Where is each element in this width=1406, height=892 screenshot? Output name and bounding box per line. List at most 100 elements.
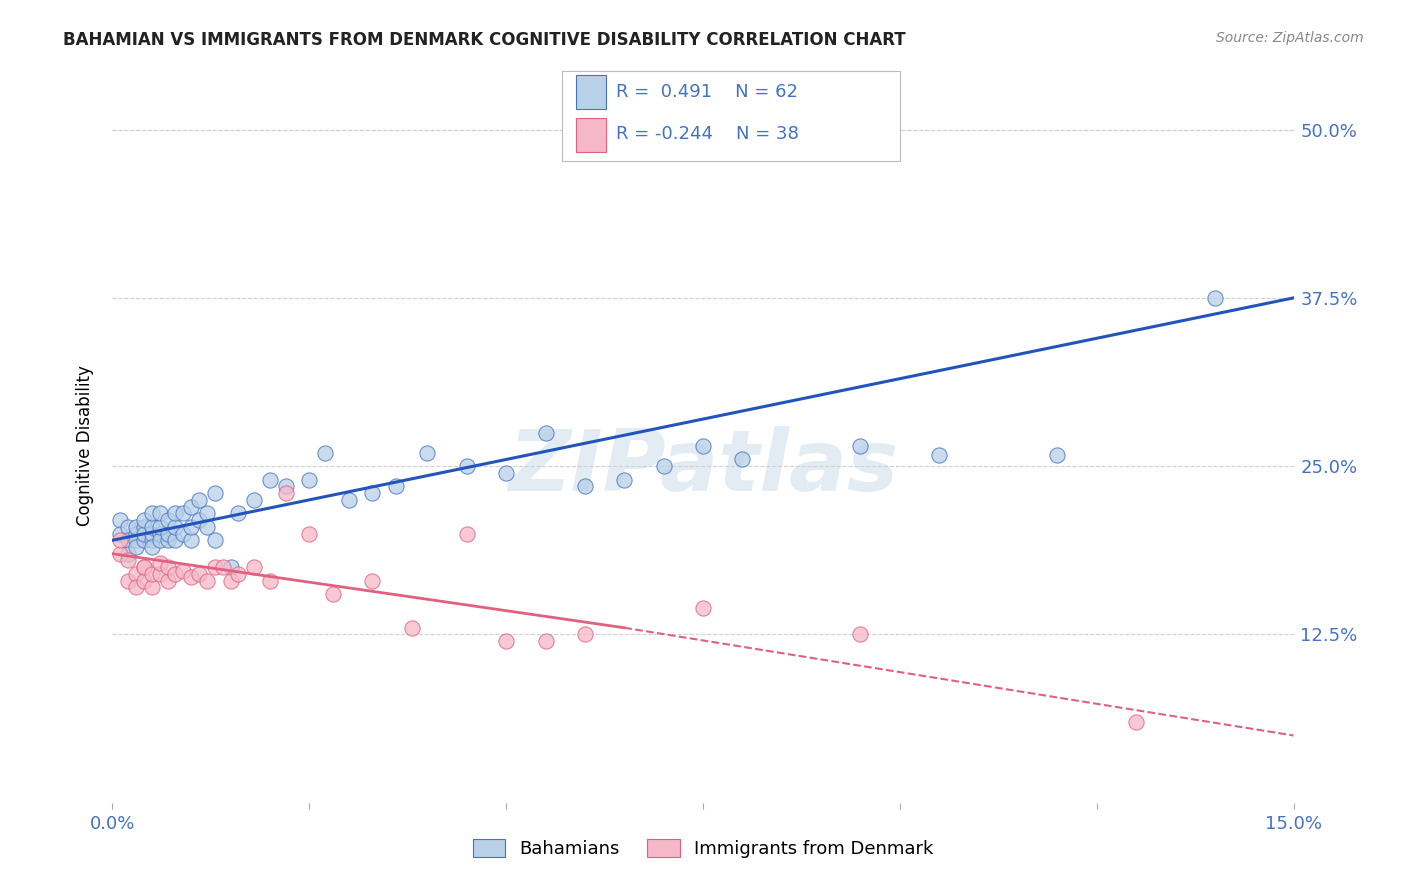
Point	[172, 506, 194, 520]
Point	[219, 560, 242, 574]
Point	[456, 526, 478, 541]
Point	[156, 574, 179, 588]
Point	[1125, 714, 1147, 729]
Point	[204, 560, 226, 574]
Text: BAHAMIAN VS IMMIGRANTS FROM DENMARK COGNITIVE DISABILITY CORRELATION CHART: BAHAMIAN VS IMMIGRANTS FROM DENMARK COGN…	[63, 31, 905, 49]
Point	[172, 564, 194, 578]
Point	[156, 513, 179, 527]
Text: Source: ZipAtlas.com: Source: ZipAtlas.com	[1216, 31, 1364, 45]
Point	[110, 533, 132, 548]
Point	[534, 634, 557, 648]
Point	[204, 533, 226, 548]
Point	[195, 506, 218, 520]
Point	[416, 446, 439, 460]
Point	[132, 533, 155, 548]
Point	[149, 506, 172, 520]
Point	[574, 627, 596, 641]
Point	[165, 506, 187, 520]
Point	[298, 526, 321, 541]
Point	[141, 580, 163, 594]
Point	[495, 466, 517, 480]
Point	[117, 533, 139, 548]
Point	[401, 621, 423, 635]
Point	[188, 492, 211, 507]
Point	[149, 556, 172, 570]
Point	[149, 526, 172, 541]
Point	[219, 574, 242, 588]
Text: R = -0.244    N = 38: R = -0.244 N = 38	[616, 125, 799, 143]
Point	[211, 560, 233, 574]
Point	[165, 533, 187, 548]
Point	[132, 560, 155, 574]
Point	[132, 560, 155, 574]
Point	[652, 459, 675, 474]
Point	[117, 553, 139, 567]
Y-axis label: Cognitive Disability: Cognitive Disability	[76, 366, 94, 526]
Point	[125, 580, 148, 594]
Point	[259, 574, 281, 588]
Point	[243, 560, 266, 574]
Legend: Bahamians, Immigrants from Denmark: Bahamians, Immigrants from Denmark	[465, 831, 941, 865]
Point	[125, 566, 148, 581]
Point	[172, 526, 194, 541]
Point	[125, 533, 148, 548]
Point	[243, 492, 266, 507]
Point	[574, 479, 596, 493]
Point	[149, 566, 172, 581]
Point	[692, 600, 714, 615]
Point	[928, 449, 950, 463]
Point	[1204, 291, 1226, 305]
Point	[110, 513, 132, 527]
Point	[456, 459, 478, 474]
Text: ZIPatlas: ZIPatlas	[508, 425, 898, 509]
Point	[132, 574, 155, 588]
Point	[156, 560, 179, 574]
Point	[731, 452, 754, 467]
Point	[110, 526, 132, 541]
Point	[110, 547, 132, 561]
Point	[141, 533, 163, 548]
Point	[165, 520, 187, 534]
Point	[141, 506, 163, 520]
Point	[1046, 449, 1069, 463]
Point	[274, 479, 297, 493]
Point	[117, 547, 139, 561]
Point	[149, 520, 172, 534]
Point	[849, 627, 872, 641]
Point	[132, 526, 155, 541]
Point	[228, 506, 250, 520]
Point	[156, 533, 179, 548]
Point	[141, 520, 163, 534]
Point	[361, 574, 384, 588]
Point	[613, 473, 636, 487]
Point	[141, 566, 163, 581]
Point	[534, 425, 557, 440]
Point	[195, 520, 218, 534]
Point	[165, 566, 187, 581]
Point	[132, 513, 155, 527]
Point	[692, 439, 714, 453]
Point	[180, 500, 202, 514]
Point	[149, 533, 172, 548]
Point	[180, 520, 202, 534]
Point	[385, 479, 408, 493]
Point	[125, 526, 148, 541]
Point	[188, 513, 211, 527]
Point	[322, 587, 344, 601]
Point	[156, 526, 179, 541]
Point	[314, 446, 336, 460]
Point	[125, 540, 148, 554]
FancyBboxPatch shape	[576, 118, 606, 152]
Point	[274, 486, 297, 500]
Point	[849, 439, 872, 453]
Point	[204, 486, 226, 500]
Point	[361, 486, 384, 500]
Point	[298, 473, 321, 487]
Point	[180, 569, 202, 583]
Point	[259, 473, 281, 487]
Point	[117, 574, 139, 588]
Point	[141, 540, 163, 554]
Point	[125, 520, 148, 534]
Point	[228, 566, 250, 581]
FancyBboxPatch shape	[576, 75, 606, 109]
